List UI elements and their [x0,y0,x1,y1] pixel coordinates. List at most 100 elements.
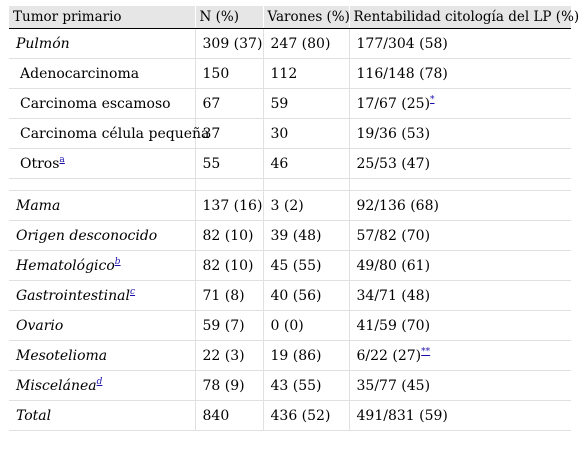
results-table-wrapper: Tumor primario N (%) Varones (%) Rentabi… [9,6,579,431]
cell-n-percent: 67 [195,88,264,119]
table-body: Pulmón 309 (37) 247 (80) 177/304 (58) Adenoc… [9,28,571,431]
cell-n-percent: 840 [195,400,264,431]
table-row: Otrosa 55 46 25/53 (47) [9,148,571,179]
table-row: Pulmón 309 (37) 247 (80) 177/304 (58) [9,28,571,59]
cell-tumor-primario: Miscelánead [9,370,196,401]
tumor-table: Tumor primario N (%) Varones (%) Rentabi… [9,6,579,431]
rentabilidad-value: 25/53 (47) [356,155,431,172]
tumor-label: Otros [20,155,60,172]
header-rentabilidad: Rentabilidad citología del LP (%) [349,6,579,29]
cell-varones: 43 (55) [263,370,350,401]
table-row: Hematológicob 82 (10) 45 (55) 49/80 (61) [9,250,571,281]
spacer-cell [263,178,350,191]
cell-varones: 59 [263,88,350,119]
header-n-percent: N (%) [195,6,264,29]
tumor-label: Pulmón [16,35,70,52]
tumor-label: Adenocarcinoma [20,65,140,82]
cell-varones: 247 (80) [263,28,350,59]
cell-tumor-primario: Origen desconocido [9,220,196,251]
cell-rentabilidad: 34/71 (48) [349,280,571,311]
spacer-row [9,178,571,191]
table-row: Ovario 59 (7) 0 (0) 41/59 (70) [9,310,571,341]
table-header: Tumor primario N (%) Varones (%) Rentabi… [9,6,579,29]
tumor-label: Mama [16,197,61,214]
cell-varones: 19 (86) [263,340,350,371]
rentabilidad-value: 34/71 (48) [356,287,431,304]
cell-varones: 112 [263,58,350,89]
spacer-cell [349,178,571,191]
spacer-cell [9,178,196,191]
cell-n-percent: 82 (10) [195,250,264,281]
footnote-link[interactable]: b [114,256,121,267]
tumor-label: Carcinoma escamoso [20,95,171,112]
cell-varones: 436 (52) [263,400,350,431]
cell-rentabilidad: 6/22 (27)** [349,340,571,371]
footnote-link[interactable]: c [130,286,136,297]
cell-tumor-primario: Adenocarcinoma [9,58,196,89]
table-row: Total 840 436 (52) 491/831 (59) [9,400,571,431]
cell-varones: 45 (55) [263,250,350,281]
cell-varones: 39 (48) [263,220,350,251]
cell-varones: 3 (2) [263,190,350,221]
tumor-label: Hematológico [16,257,115,274]
spacer-cell [195,178,264,191]
cell-tumor-primario: Mama [9,190,196,221]
tumor-label: Gastrointestinal [16,287,130,304]
cell-rentabilidad: 17/67 (25)* [349,88,571,119]
cell-n-percent: 71 (8) [195,280,264,311]
cell-tumor-primario: Carcinoma escamoso [9,88,196,119]
cell-n-percent: 55 [195,148,264,179]
cell-tumor-primario: Otrosa [9,148,196,179]
footnote-link[interactable]: d [96,376,103,387]
cell-tumor-primario: Mesotelioma [9,340,196,371]
rentabilidad-value: 116/148 (78) [356,65,448,82]
cell-rentabilidad: 49/80 (61) [349,250,571,281]
cell-rentabilidad: 35/77 (45) [349,370,571,401]
cell-n-percent: 309 (37) [195,28,264,59]
rentabilidad-value: 177/304 (58) [356,35,448,52]
table-row: Miscelánead 78 (9) 43 (55) 35/77 (45) [9,370,571,401]
rentabilidad-value: 19/36 (53) [356,125,431,142]
table-row: Origen desconocido 82 (10) 39 (48) 57/82 (7… [9,220,571,251]
cell-n-percent: 37 [195,118,264,149]
cell-tumor-primario: Carcinoma célula pequeña [9,118,209,149]
cell-rentabilidad: 491/831 (59) [349,400,571,431]
cell-varones: 0 (0) [263,310,350,341]
cell-rentabilidad: 25/53 (47) [349,148,571,179]
rentabilidad-value: 92/136 (68) [356,197,439,214]
rentabilidad-value: 17/67 (25) [356,95,431,112]
header-row: Tumor primario N (%) Varones (%) Rentabi… [9,6,579,29]
cell-n-percent: 22 (3) [195,340,264,371]
table-row: Carcinoma escamoso 67 59 17/67 (25)* [9,88,571,119]
cell-varones: 40 (56) [263,280,350,311]
table-row: Adenocarcinoma 150 112 116/148 (78) [9,58,571,89]
cell-rentabilidad: 19/36 (53) [349,118,571,149]
cell-rentabilidad: 41/59 (70) [349,310,571,341]
cell-n-percent: 150 [195,58,264,89]
cell-n-percent: 82 (10) [195,220,264,251]
table-row: Gastrointestinalc 71 (8) 40 (56) 34/71 (48) [9,280,571,311]
cell-varones: 46 [263,148,350,179]
cell-tumor-primario: Hematológicob [9,250,196,281]
significance-footnote-link[interactable]: ** [421,346,431,357]
cell-n-percent: 59 (7) [195,310,264,341]
rentabilidad-value: 35/77 (45) [356,377,431,394]
significance-footnote-link[interactable]: * [430,94,435,105]
tumor-label: Carcinoma célula pequeña [20,125,210,142]
tumor-label: Origen desconocido [16,227,158,244]
rentabilidad-value: 49/80 (61) [356,257,431,274]
rentabilidad-value: 41/59 (70) [356,317,431,334]
footnote-link[interactable]: a [59,154,65,165]
cell-varones: 30 [263,118,350,149]
table-row: Carcinoma célula pequeña 37 30 19/36 (53) [9,118,571,149]
cell-rentabilidad: 57/82 (70) [349,220,571,251]
tumor-label: Mesotelioma [16,347,108,364]
rentabilidad-value: 491/831 (59) [356,407,448,424]
tumor-label: Ovario [16,317,64,334]
rentabilidad-value: 57/82 (70) [356,227,431,244]
cell-tumor-primario: Pulmón [9,28,196,59]
cell-tumor-primario: Gastrointestinalc [9,280,196,311]
table-row: Mesotelioma 22 (3) 19 (86) 6/22 (27)** [9,340,571,371]
header-varones: Varones (%) [263,6,350,29]
cell-n-percent: 137 (16) [195,190,264,221]
